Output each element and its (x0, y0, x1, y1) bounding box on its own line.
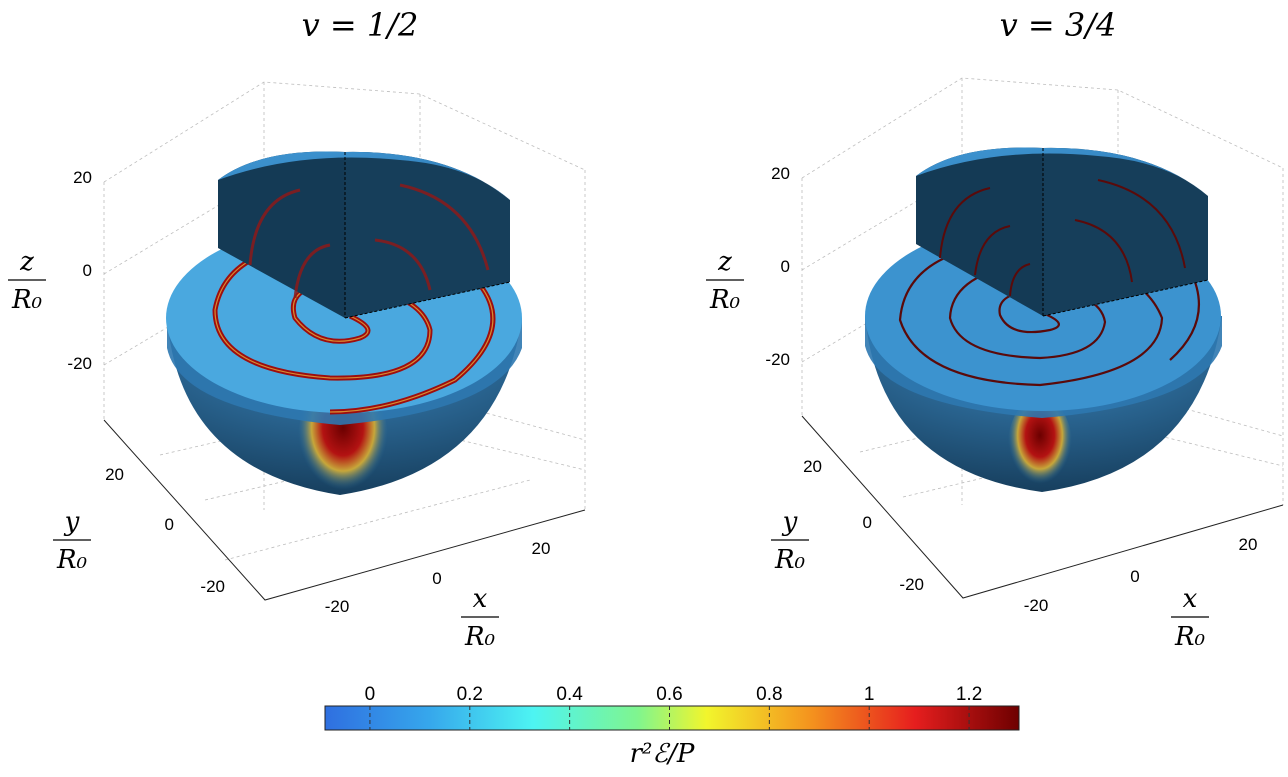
right-ztick-top: 20 (771, 164, 790, 183)
right-ytick-mid: 0 (863, 513, 872, 532)
left-ztick-top: 20 (73, 168, 92, 187)
left-ztick-bottom: -20 (67, 354, 92, 373)
left-ztick-mid: 0 (83, 261, 92, 280)
svg-text:R₀: R₀ (1174, 622, 1206, 652)
colorbar-tick-label: 0.4 (556, 684, 583, 705)
left-ytick-mid: 0 (165, 515, 174, 534)
colorbar-tick-label: 0.8 (756, 684, 782, 705)
colorbar-gradient (324, 705, 1020, 731)
svg-text:R₀: R₀ (464, 622, 496, 652)
right-panel: v = 3/4 20 0 -20 (706, 6, 1284, 652)
colorbar-tick-label: 0 (365, 684, 376, 705)
left-ylabel: y R₀ (53, 507, 91, 575)
svg-text:y: y (782, 507, 798, 537)
right-panel-title: v = 3/4 (1000, 6, 1117, 44)
colorbar: 0 0.2 0.4 0.6 0.8 1 1.2 r²ℰ/P (324, 684, 1020, 769)
right-ztick-mid: 0 (781, 257, 790, 276)
colorbar-tick-label: 0.2 (457, 684, 483, 705)
right-cut-wall-left (916, 147, 1043, 316)
left-zlabel: z R₀ (8, 247, 46, 315)
left-cut-wall-left (218, 151, 345, 318)
right-xlabel: x R₀ (1171, 584, 1209, 652)
left-xlabel: x R₀ (461, 584, 499, 652)
colorbar-tick-label: 1 (864, 684, 875, 705)
right-xtick-left: -20 (1024, 596, 1049, 615)
svg-text:R₀: R₀ (709, 285, 741, 315)
right-ytick-bottom: -20 (899, 575, 924, 594)
left-xtick-left: -20 (325, 597, 350, 616)
svg-text:R₀: R₀ (774, 545, 806, 575)
left-xtick-right: 20 (532, 539, 551, 558)
right-zlabel: z R₀ (706, 247, 744, 315)
right-cut-wall-right (1043, 147, 1208, 316)
svg-text:x: x (473, 584, 488, 614)
left-ytick-top: 20 (105, 465, 124, 484)
right-top-cap (916, 147, 1208, 196)
colorbar-tick-label: 1.2 (956, 684, 982, 705)
svg-text:x: x (1183, 584, 1198, 614)
left-cut-wall-right (345, 151, 510, 318)
right-ztick-bottom: -20 (765, 350, 790, 369)
left-top-cap (218, 151, 510, 200)
right-ylabel: y R₀ (771, 507, 809, 575)
left-panel: v = 1/2 (8, 6, 586, 652)
colorbar-ticks: 0 0.2 0.4 0.6 0.8 1 1.2 (365, 684, 982, 730)
right-xtick-mid: 0 (1130, 567, 1139, 586)
svg-text:z: z (717, 247, 732, 277)
svg-text:z: z (19, 247, 34, 277)
left-panel-title: v = 1/2 (302, 6, 419, 44)
colorbar-label: r²ℰ/P (630, 739, 695, 769)
right-xtick-right: 20 (1239, 535, 1258, 554)
svg-text:R₀: R₀ (56, 545, 88, 575)
colorbar-tick-label: 0.6 (656, 684, 682, 705)
left-ytick-bottom: -20 (200, 577, 225, 596)
svg-text:y: y (64, 507, 80, 537)
right-hotspot (1008, 397, 1072, 493)
svg-text:R₀: R₀ (11, 285, 43, 315)
right-ytick-top: 20 (803, 457, 822, 476)
left-xtick-mid: 0 (432, 569, 441, 588)
